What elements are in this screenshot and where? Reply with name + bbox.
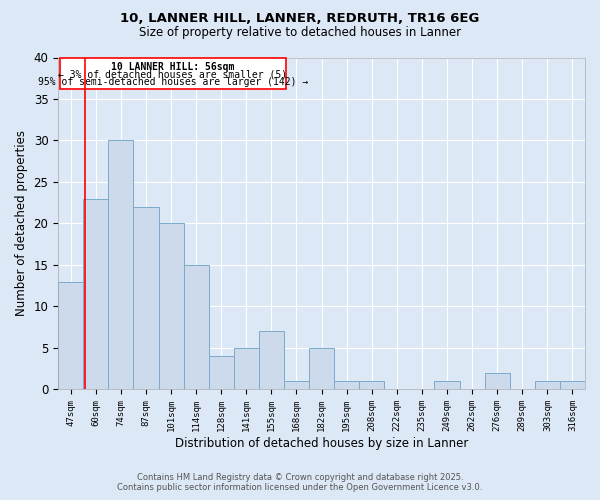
Text: Contains HM Land Registry data © Crown copyright and database right 2025.
Contai: Contains HM Land Registry data © Crown c… (118, 473, 482, 492)
Bar (58, 282, 83, 390)
Bar (259, 332, 284, 390)
Bar (158, 224, 184, 390)
Text: 95% of semi-detached houses are larger (142) →: 95% of semi-detached houses are larger (… (38, 76, 308, 86)
Bar (334, 381, 359, 390)
Bar (133, 207, 158, 390)
Bar (485, 373, 510, 390)
Bar (359, 381, 384, 390)
Bar (184, 265, 209, 390)
Text: Size of property relative to detached houses in Lanner: Size of property relative to detached ho… (139, 26, 461, 39)
Bar (434, 381, 460, 390)
Text: ← 3% of detached houses are smaller (5): ← 3% of detached houses are smaller (5) (58, 69, 287, 79)
X-axis label: Distribution of detached houses by size in Lanner: Distribution of detached houses by size … (175, 437, 468, 450)
Text: 10, LANNER HILL, LANNER, REDRUTH, TR16 6EG: 10, LANNER HILL, LANNER, REDRUTH, TR16 6… (121, 12, 479, 26)
Bar (83, 198, 109, 390)
Bar (284, 381, 309, 390)
Bar (234, 348, 259, 390)
Y-axis label: Number of detached properties: Number of detached properties (15, 130, 28, 316)
Bar (309, 348, 334, 390)
FancyBboxPatch shape (60, 58, 286, 89)
Bar (209, 356, 234, 390)
Bar (535, 381, 560, 390)
Text: 10 LANNER HILL: 56sqm: 10 LANNER HILL: 56sqm (111, 62, 235, 72)
Bar (109, 140, 133, 390)
Bar (560, 381, 585, 390)
